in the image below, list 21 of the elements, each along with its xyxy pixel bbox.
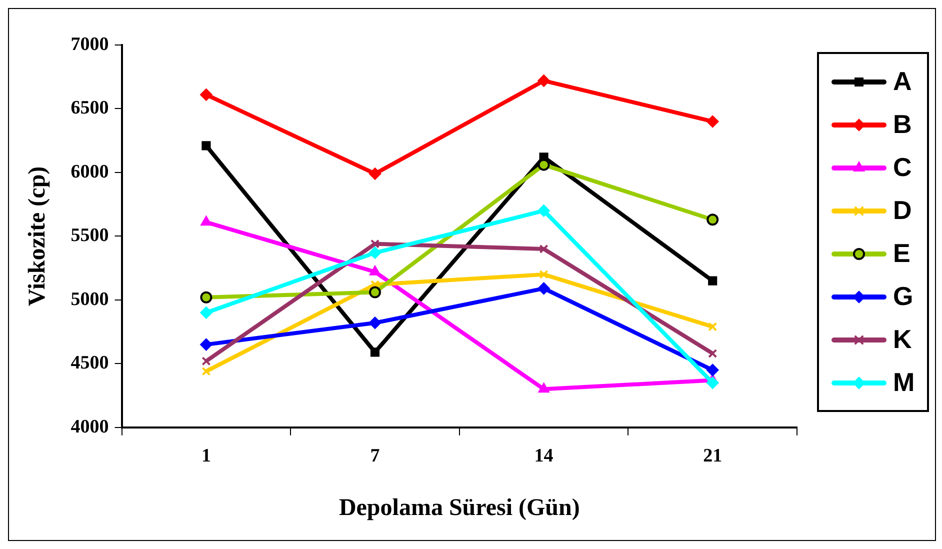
legend-label: C xyxy=(893,152,912,183)
y-tick-label: 7000 xyxy=(70,34,109,55)
legend-label: K xyxy=(893,324,912,355)
legend-label: B xyxy=(893,109,912,140)
legend-label: D xyxy=(893,195,912,226)
y-tick-label: 5500 xyxy=(70,225,109,246)
legend-label: E xyxy=(893,238,910,269)
x-tick-label: 21 xyxy=(703,446,722,467)
x-axis-title: Depolama Süresi (Gün) xyxy=(338,494,580,521)
y-tick-label: 6000 xyxy=(70,161,109,182)
legend-label: M xyxy=(893,367,915,398)
y-axis-title: Viskozite (cp) xyxy=(24,166,51,306)
legend-label: G xyxy=(893,281,914,312)
y-tick-label: 4500 xyxy=(70,352,109,374)
x-tick-label: 7 xyxy=(370,446,380,467)
y-tick-label: 4000 xyxy=(70,416,109,438)
y-tick-label: 6500 xyxy=(70,98,109,119)
legend-label: A xyxy=(893,66,912,97)
y-tick-label: 5000 xyxy=(70,288,109,310)
x-tick-label: 1 xyxy=(201,446,211,467)
x-tick-label: 14 xyxy=(534,446,554,467)
